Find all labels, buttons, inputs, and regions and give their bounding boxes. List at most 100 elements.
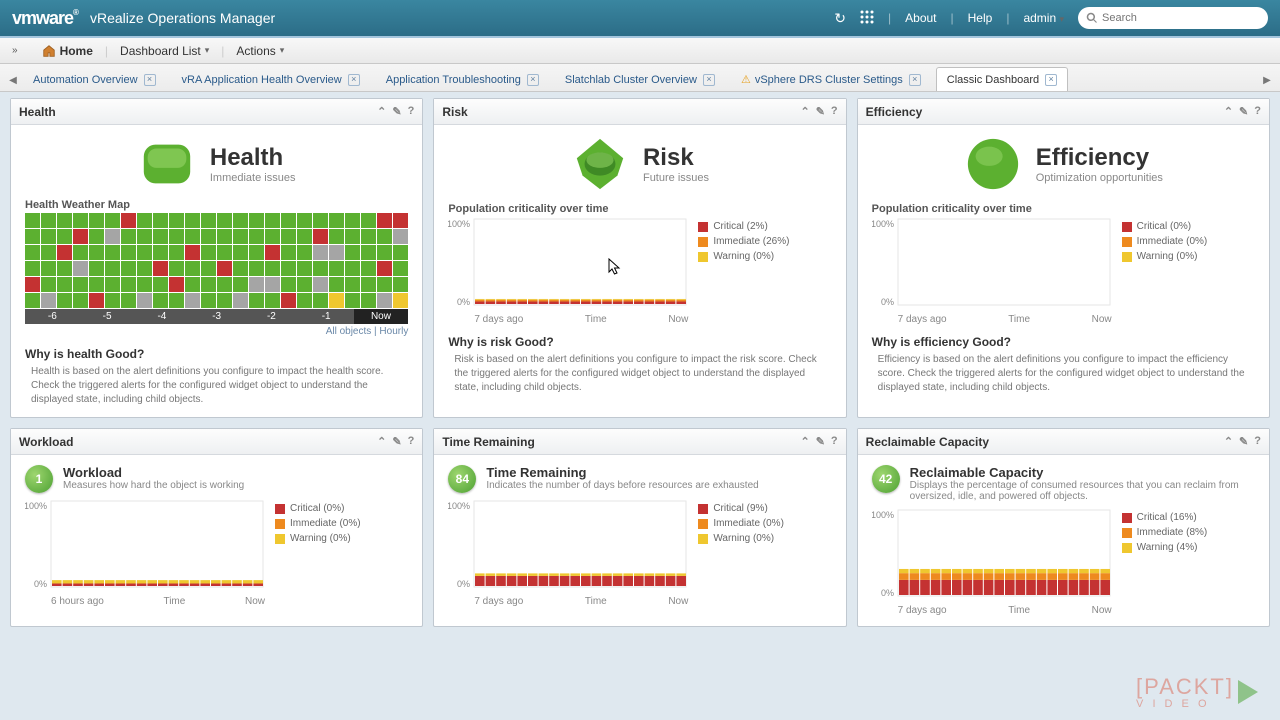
workload-small-sub: Measures how hard the object is working — [63, 480, 244, 491]
widget-title: Efficiency — [866, 105, 923, 119]
edit-icon[interactable]: ✎ — [816, 105, 825, 118]
collapse-icon[interactable]: ⌃ — [377, 435, 386, 448]
edit-icon[interactable]: ✎ — [392, 105, 401, 118]
menu-dashboard-list-label: Dashboard List — [120, 44, 201, 58]
widget-risk: Risk ⌃✎? Risk Future issues Population c… — [433, 98, 846, 418]
heatmap-title: Health Weather Map — [25, 199, 408, 211]
why-efficiency-body: Efficiency is based on the alert definit… — [872, 353, 1255, 395]
widget-efficiency: Efficiency ⌃✎? Efficiency Optimization o… — [857, 98, 1270, 418]
help-icon[interactable]: ? — [1254, 435, 1261, 448]
risk-chart: 100% 0% — [448, 217, 688, 310]
help-link[interactable]: Help — [968, 11, 993, 25]
widget-title: Workload — [19, 435, 73, 449]
reclaimable-legend: Critical (16%)Immediate (8%)Warning (4%) — [1122, 508, 1208, 557]
app-title: vRealize Operations Manager — [90, 10, 275, 26]
apps-icon[interactable] — [860, 10, 874, 27]
risk-badge-icon — [571, 135, 629, 193]
tab-classic-dashboard[interactable]: Classic Dashboard× — [936, 67, 1068, 91]
top-bar: vmware® vRealize Operations Manager ↻ | … — [0, 0, 1280, 36]
svg-text:0%: 0% — [34, 579, 47, 589]
health-badge-sub: Immediate issues — [210, 172, 296, 184]
time-remaining-legend: Critical (9%)Immediate (0%)Warning (0%) — [698, 499, 784, 548]
widget-title: Reclaimable Capacity — [866, 435, 989, 449]
edit-icon[interactable]: ✎ — [1239, 105, 1248, 118]
risk-legend: Critical (2%)Immediate (26%)Warning (0%) — [698, 217, 789, 266]
reclaimable-chart: 100% 0% — [872, 508, 1112, 601]
search-box[interactable] — [1078, 7, 1268, 29]
svg-text:100%: 100% — [872, 510, 894, 520]
tab-automation-overview[interactable]: Automation Overview× — [22, 67, 167, 91]
search-input[interactable] — [1102, 12, 1260, 24]
tab-vra-application-health-overview[interactable]: vRA Application Health Overview× — [171, 67, 371, 91]
collapse-icon[interactable]: ⌃ — [800, 435, 809, 448]
menu-home[interactable]: Home — [32, 44, 103, 58]
svg-text:0%: 0% — [457, 297, 470, 307]
collapse-icon[interactable]: ⌃ — [1224, 435, 1233, 448]
tab-close-icon[interactable]: × — [703, 74, 715, 86]
tr-small-title: Time Remaining — [486, 465, 758, 480]
chart-title: Population criticality over time — [872, 203, 1255, 215]
tab-close-icon[interactable]: × — [144, 74, 156, 86]
refresh-icon[interactable]: ↻ — [834, 10, 846, 27]
user-menu[interactable]: admin ▾ — [1023, 11, 1064, 25]
rc-small-sub: Displays the percentage of consumed reso… — [910, 480, 1255, 502]
efficiency-badge-title: Efficiency — [1036, 144, 1163, 172]
why-efficiency-title: Why is efficiency Good? — [872, 335, 1255, 349]
tab-vsphere-drs-cluster-settings[interactable]: ⚠vSphere DRS Cluster Settings× — [730, 67, 932, 91]
tab-slatchlab-cluster-overview[interactable]: Slatchlab Cluster Overview× — [554, 67, 726, 91]
workload-legend: Critical (0%)Immediate (0%)Warning (0%) — [275, 499, 361, 548]
cursor-icon — [608, 258, 622, 276]
tab-application-troubleshooting[interactable]: Application Troubleshooting× — [375, 67, 550, 91]
efficiency-chart: 100% 0% — [872, 217, 1112, 310]
tr-small-sub: Indicates the number of days before reso… — [486, 480, 758, 491]
workload-chart: 100% 0% — [25, 499, 265, 592]
widget-title: Risk — [442, 105, 467, 119]
svg-text:100%: 100% — [872, 219, 894, 229]
help-icon[interactable]: ? — [408, 435, 415, 448]
tab-close-icon[interactable]: × — [527, 74, 539, 86]
collapse-icon[interactable]: ⌃ — [377, 105, 386, 118]
health-badge-icon — [138, 135, 196, 193]
workload-badge: 1 — [25, 465, 53, 493]
help-icon[interactable]: ? — [408, 105, 415, 118]
svg-text:100%: 100% — [448, 219, 470, 229]
help-icon[interactable]: ? — [1254, 105, 1261, 118]
svg-text:100%: 100% — [25, 501, 47, 511]
efficiency-badge-icon — [964, 135, 1022, 193]
workload-small-title: Workload — [63, 465, 244, 480]
svg-text:0%: 0% — [881, 588, 894, 598]
menu-actions-label: Actions — [236, 44, 275, 58]
expand-sidebar-icon[interactable]: » — [12, 45, 18, 56]
tab-close-icon[interactable]: × — [348, 74, 360, 86]
packt-watermark: [PACKT]V I D E O — [1136, 674, 1258, 710]
menu-home-label: Home — [60, 44, 93, 58]
tab-scroll-left[interactable]: ◀ — [6, 69, 20, 91]
svg-text:0%: 0% — [881, 297, 894, 307]
health-heatmap — [25, 213, 408, 308]
why-risk-title: Why is risk Good? — [448, 335, 831, 349]
edit-icon[interactable]: ✎ — [1239, 435, 1248, 448]
time-remaining-badge: 84 — [448, 465, 476, 493]
dashboard-grid: Health ⌃ ✎ ? Health Immediate issues Hea… — [0, 92, 1280, 720]
menu-dashboard-list[interactable]: Dashboard List ▾ — [110, 44, 219, 58]
rc-small-title: Reclaimable Capacity — [910, 465, 1255, 480]
why-health-body: Health is based on the alert definitions… — [25, 365, 408, 407]
tabs-bar: ◀ Automation Overview×vRA Application He… — [0, 64, 1280, 92]
widget-workload: Workload ⌃ ✎? 1 Workload Measures how har… — [10, 428, 423, 627]
tab-close-icon[interactable]: × — [1045, 74, 1057, 86]
widget-title: Time Remaining — [442, 435, 534, 449]
help-icon[interactable]: ? — [831, 435, 838, 448]
tab-scroll-right[interactable]: ▶ — [1260, 69, 1274, 91]
menu-bar: » Home | Dashboard List ▾ | Actions ▾ — [0, 36, 1280, 64]
tab-close-icon[interactable]: × — [909, 74, 921, 86]
menu-actions[interactable]: Actions ▾ — [226, 44, 294, 58]
collapse-icon[interactable]: ⌃ — [800, 105, 809, 118]
collapse-icon[interactable]: ⌃ — [1224, 105, 1233, 118]
heatmap-footer[interactable]: All objects | Hourly — [25, 326, 408, 337]
widget-health: Health ⌃ ✎ ? Health Immediate issues Hea… — [10, 98, 423, 418]
help-icon[interactable]: ? — [831, 105, 838, 118]
edit-icon[interactable]: ✎ — [816, 435, 825, 448]
chart-title: Population criticality over time — [448, 203, 831, 215]
about-link[interactable]: About — [905, 11, 936, 25]
edit-icon[interactable]: ✎ — [392, 435, 401, 448]
